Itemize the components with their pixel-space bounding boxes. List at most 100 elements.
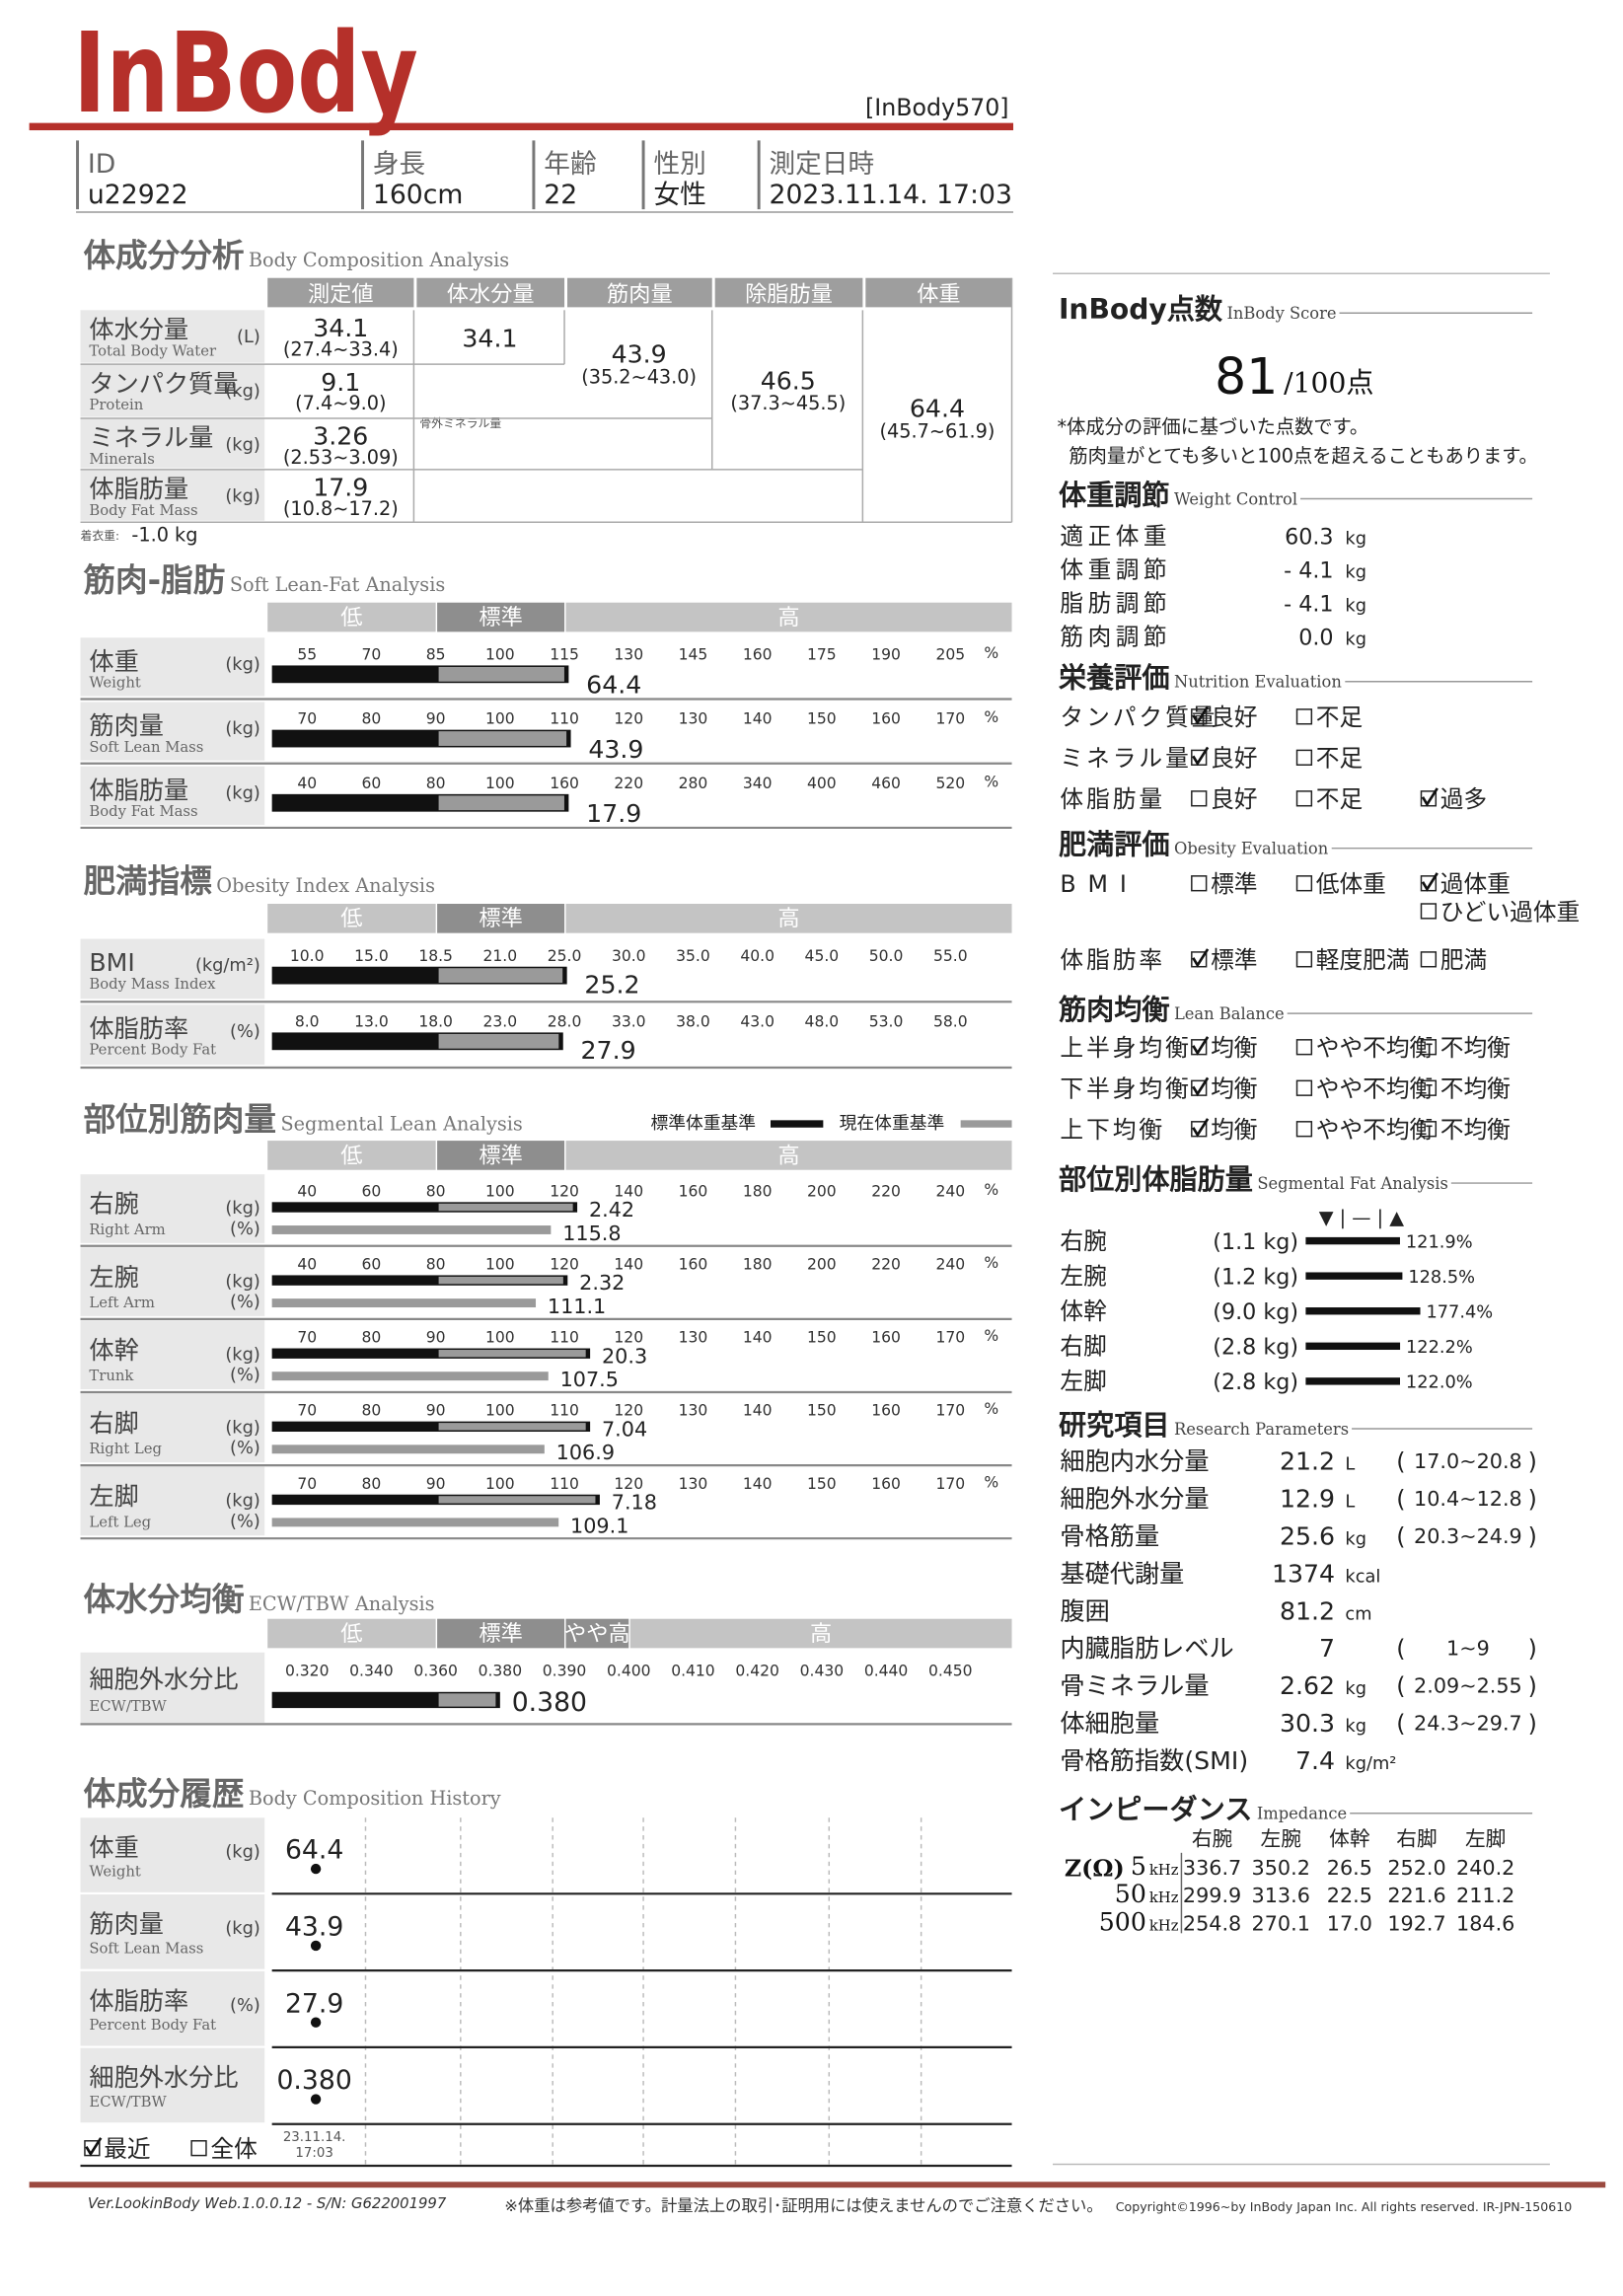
tick-label: 400 [807,775,837,792]
sf-label: 右腕 [1060,1227,1106,1255]
pct-label: 109.1 [570,1514,628,1537]
band [437,602,565,632]
section-title: 筋肉均衡 Lean Balance [1059,994,1285,1026]
total-value: 34.1 [462,324,517,352]
column-header [267,277,414,308]
row-name: 細胞外水分比 [89,2063,238,2092]
section-title: 肥満指標 Obesity Index Analysis [83,862,435,900]
value-label: 43.9 [588,735,643,764]
option-label: やや不均衡 [1316,1116,1434,1144]
row-name-en: Body Fat Mass [89,803,197,820]
band-label: 標準 [479,1621,522,1647]
sf-bar [1305,1272,1403,1280]
wc-unit: kg [1345,596,1366,617]
row-name-en: Protein [89,397,143,413]
paren: ) [1528,1710,1537,1738]
tick-label: 175 [807,646,837,664]
bar [271,1518,559,1527]
subtitle-text: Lean Balance [1174,1004,1285,1023]
subtitle-text: Body Composition Analysis [249,249,509,271]
info-value: u22922 [88,180,188,210]
wc-unit: kg [1345,562,1366,583]
tick-label: 80 [362,1329,382,1347]
percent-sign: % [984,708,998,726]
band [565,904,1012,933]
checkbox [1420,1121,1438,1138]
row-name-en: Left Leg [89,1514,151,1530]
tick-label: 100 [485,646,515,664]
tick-label: 160 [679,1256,708,1274]
rp-value: 2.62 [1280,1671,1335,1700]
bar-shade [438,1350,586,1358]
info-label: 測定日時 [770,149,875,180]
sf-pct: 122.2% [1406,1337,1473,1358]
title-text: 筋肉-脂肪 [83,561,225,599]
paren: ) [1528,1522,1537,1550]
tick-label: 48.0 [805,1012,840,1030]
history-value: 43.9 [285,1912,343,1943]
tick-label: 110 [550,1329,579,1347]
checkbox [1295,708,1313,725]
section-title: 体水分均衡 ECW/TBW Analysis [83,1581,434,1618]
percent-sign: % [984,773,998,790]
title-text: 体水分均衡 [83,1581,244,1618]
paren: ( [1396,1635,1405,1663]
tick-label: 120 [614,1402,643,1420]
measured-value: 3.26 [313,422,368,451]
subtitle-text: Segmental Fat Analysis [1257,1174,1447,1193]
band [565,1141,1012,1170]
tick-label: 170 [935,1402,965,1420]
tick-label: 115 [550,646,579,664]
row-unit: (kg) [225,782,259,803]
bar-shade [438,1276,563,1285]
tick-label: 33.0 [612,1012,646,1030]
row-name: 右腕 [89,1190,138,1219]
sf-bar [1305,1342,1401,1351]
bar [271,1202,578,1213]
row-label-bg [80,938,265,1000]
imp-col: 体幹 [1329,1826,1370,1850]
row-label-bg [80,766,265,825]
tick-label: 190 [871,646,901,664]
imp-freq: 50 [1115,1880,1146,1908]
legend-swatch [960,1120,1012,1128]
row-name: 体幹 [89,1336,138,1365]
band-label: 低 [340,1143,362,1168]
tick-label: 120 [614,1329,643,1347]
imp-value: 221.6 [1387,1884,1445,1907]
legend-label: 標準体重基準 [650,1113,756,1134]
row-label-bg [80,637,265,697]
tick-label: 60 [362,1256,382,1274]
note: 筋肉量がとても多いと100点を超えることもあります。 [1069,444,1537,467]
rp-label: 骨格筋指数(SMI) [1060,1746,1248,1775]
rp-unit: kg [1345,1716,1366,1737]
subtitle-text: InBody Score [1226,304,1336,323]
tick-label: 460 [871,775,901,792]
value-label: 25.2 [584,970,639,999]
tick-label: 28.0 [548,1012,582,1030]
tick-label: 70 [297,1475,317,1493]
info-label: 年齢 [544,149,596,180]
tick-label: 0.440 [864,1662,909,1679]
checkmark [1192,1036,1210,1056]
column-label: 除脂肪量 [745,281,833,307]
measured-range: (27.4~33.4) [283,337,399,360]
row-name-en: Weight [89,675,140,692]
bar [271,1275,568,1286]
row-name-en: Soft Lean Mass [89,739,203,756]
option-label: 良好 [1211,704,1257,731]
imp-value: 299.9 [1183,1884,1241,1907]
column-label: 筋肉量 [607,281,673,307]
tick-label: 120 [614,1475,643,1493]
row-unit: (L) [237,327,260,347]
bar-shade [438,1496,596,1504]
checkbox [1191,1079,1208,1096]
tick-label: 21.0 [483,947,518,965]
subtitle-text: Obesity Index Analysis [216,874,435,897]
checkmark [1421,787,1439,807]
checkbox [1295,1079,1313,1096]
checkbox [1295,1039,1313,1056]
row-name: 体脂肪率 [89,1014,188,1043]
option-label: 不均衡 [1440,1034,1511,1062]
paren: ( [1396,1672,1405,1700]
